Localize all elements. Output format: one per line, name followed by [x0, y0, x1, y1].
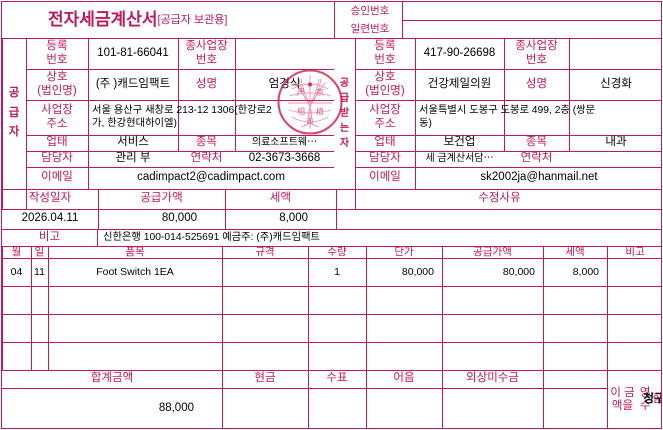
svg-text:印: 印	[306, 118, 313, 126]
svg-text:京: 京	[316, 87, 324, 97]
svg-text:严: 严	[297, 88, 305, 97]
svg-text:相: 相	[297, 106, 305, 116]
svg-text:植: 植	[316, 106, 324, 116]
